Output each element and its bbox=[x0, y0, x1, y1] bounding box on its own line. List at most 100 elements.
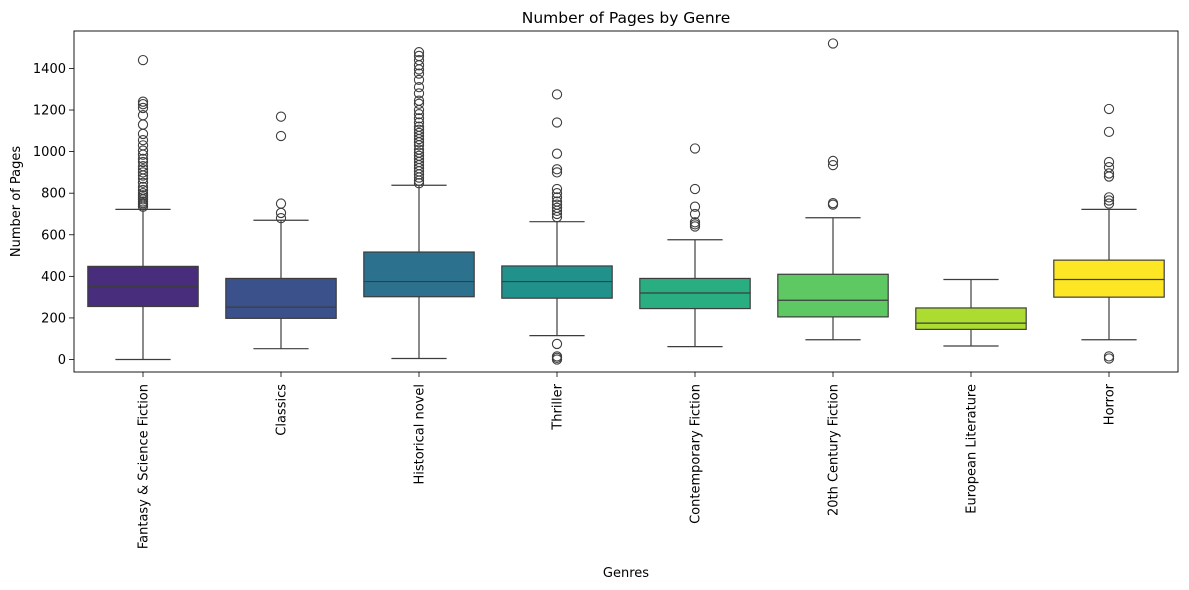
outlier-point bbox=[413, 54, 425, 66]
outlier-point bbox=[137, 135, 149, 146]
outlier-point bbox=[137, 153, 149, 165]
outlier-point bbox=[827, 198, 839, 209]
y-tick-label: 600 bbox=[41, 228, 66, 243]
outlier-point bbox=[1103, 198, 1115, 209]
outlier-point bbox=[137, 177, 149, 188]
outlier-point bbox=[275, 207, 287, 219]
outlier-point bbox=[551, 89, 563, 100]
outlier-point bbox=[551, 167, 563, 178]
outlier-point bbox=[551, 188, 563, 199]
x-tick-label: 20th Century Fiction bbox=[827, 384, 842, 516]
outlier-point bbox=[275, 111, 287, 122]
outlier-point bbox=[413, 113, 425, 124]
outlier-point bbox=[275, 198, 287, 209]
y-axis-label: Number of Pages bbox=[9, 146, 24, 257]
outlier-point bbox=[413, 68, 425, 79]
outlier-point bbox=[1103, 192, 1115, 203]
outlier-point bbox=[689, 208, 701, 220]
outlier-point bbox=[689, 143, 701, 154]
outlier-point bbox=[551, 338, 563, 350]
x-tick-label: Historical novel bbox=[413, 384, 428, 485]
outlier-point bbox=[551, 192, 563, 203]
outlier-point bbox=[413, 74, 425, 86]
x-tick-label: Thriller bbox=[551, 383, 566, 430]
chart-title: Number of Pages by Genre bbox=[522, 9, 730, 27]
box-iqr bbox=[363, 251, 475, 298]
x-tick-label: European Literature bbox=[965, 384, 980, 514]
outlier-point bbox=[137, 54, 149, 66]
outlier-point bbox=[137, 119, 149, 130]
outlier-point bbox=[137, 181, 149, 193]
outlier-point bbox=[413, 117, 425, 128]
y-tick-label: 0 bbox=[58, 353, 66, 368]
outlier-point bbox=[413, 50, 425, 62]
plot-area: 0 200 400 600 800 1000 1200 1400 Fantasy & Scien… bbox=[33, 30, 1179, 549]
outlier-point bbox=[1103, 351, 1115, 362]
outlier-point bbox=[413, 144, 425, 155]
outlier-point bbox=[1103, 126, 1115, 137]
outlier-point bbox=[1103, 353, 1115, 364]
outlier-point bbox=[413, 88, 425, 99]
outlier-point bbox=[827, 155, 839, 167]
outlier-point bbox=[1103, 156, 1115, 168]
outlier-point bbox=[137, 96, 149, 107]
outlier-point bbox=[413, 121, 425, 132]
outlier-point bbox=[137, 161, 149, 172]
outlier-point bbox=[413, 147, 425, 158]
x-axis-label: Genres bbox=[603, 566, 649, 581]
y-tick-label: 800 bbox=[41, 187, 66, 202]
outlier-point bbox=[827, 159, 839, 171]
outlier-point bbox=[413, 109, 425, 120]
outlier-point bbox=[689, 183, 701, 195]
outlier-point bbox=[413, 124, 425, 135]
outlier-point bbox=[551, 202, 563, 213]
outlier-point bbox=[1103, 103, 1115, 115]
x-tick-label: Fantasy & Science Fiction bbox=[137, 384, 152, 549]
outlier-point bbox=[137, 99, 149, 110]
outlier-point bbox=[137, 128, 149, 140]
outlier-point bbox=[1103, 195, 1115, 206]
outlier-point bbox=[551, 351, 563, 362]
outlier-point bbox=[413, 81, 425, 93]
y-tick-label: 1200 bbox=[33, 104, 66, 119]
outlier-point bbox=[1103, 162, 1115, 173]
outlier-point bbox=[551, 196, 563, 207]
outlier-point bbox=[137, 164, 149, 175]
box-iqr bbox=[225, 277, 337, 319]
outlier-point bbox=[413, 95, 425, 106]
outlier-point bbox=[413, 127, 425, 139]
outlier-point bbox=[689, 201, 701, 212]
x-tick-label: Classics bbox=[275, 384, 290, 436]
x-tick-label: Contemporary Fiction bbox=[689, 384, 704, 524]
plot-frame bbox=[73, 30, 1179, 373]
outlier-point bbox=[137, 102, 149, 114]
outlier-point bbox=[551, 148, 563, 159]
outlier-point bbox=[137, 184, 149, 196]
outlier-point bbox=[689, 219, 701, 230]
box-iqr bbox=[915, 307, 1027, 330]
outlier-point bbox=[413, 47, 425, 58]
outlier-point bbox=[137, 167, 149, 178]
outlier-point bbox=[551, 199, 563, 210]
outlier-point bbox=[1103, 168, 1115, 179]
y-tick-label: 1000 bbox=[33, 145, 66, 160]
y-tick-label: 400 bbox=[41, 270, 66, 285]
outlier-point bbox=[551, 164, 563, 175]
outlier-point bbox=[137, 145, 149, 156]
box-iqr bbox=[777, 273, 889, 318]
outlier-point bbox=[827, 38, 839, 49]
outlier-point bbox=[551, 183, 563, 195]
box-iqr bbox=[1053, 259, 1165, 298]
outlier-point bbox=[689, 217, 701, 228]
outlier-point bbox=[137, 188, 149, 199]
outlier-point bbox=[275, 130, 287, 142]
x-tick-label: Horror bbox=[1103, 383, 1118, 425]
outlier-point bbox=[137, 156, 149, 168]
outlier-point bbox=[551, 117, 563, 128]
outlier-point bbox=[137, 140, 149, 151]
outlier-point bbox=[137, 110, 149, 121]
outlier-point bbox=[275, 212, 287, 224]
y-tick-label: 1400 bbox=[33, 62, 66, 77]
y-tick-label: 200 bbox=[41, 311, 66, 326]
